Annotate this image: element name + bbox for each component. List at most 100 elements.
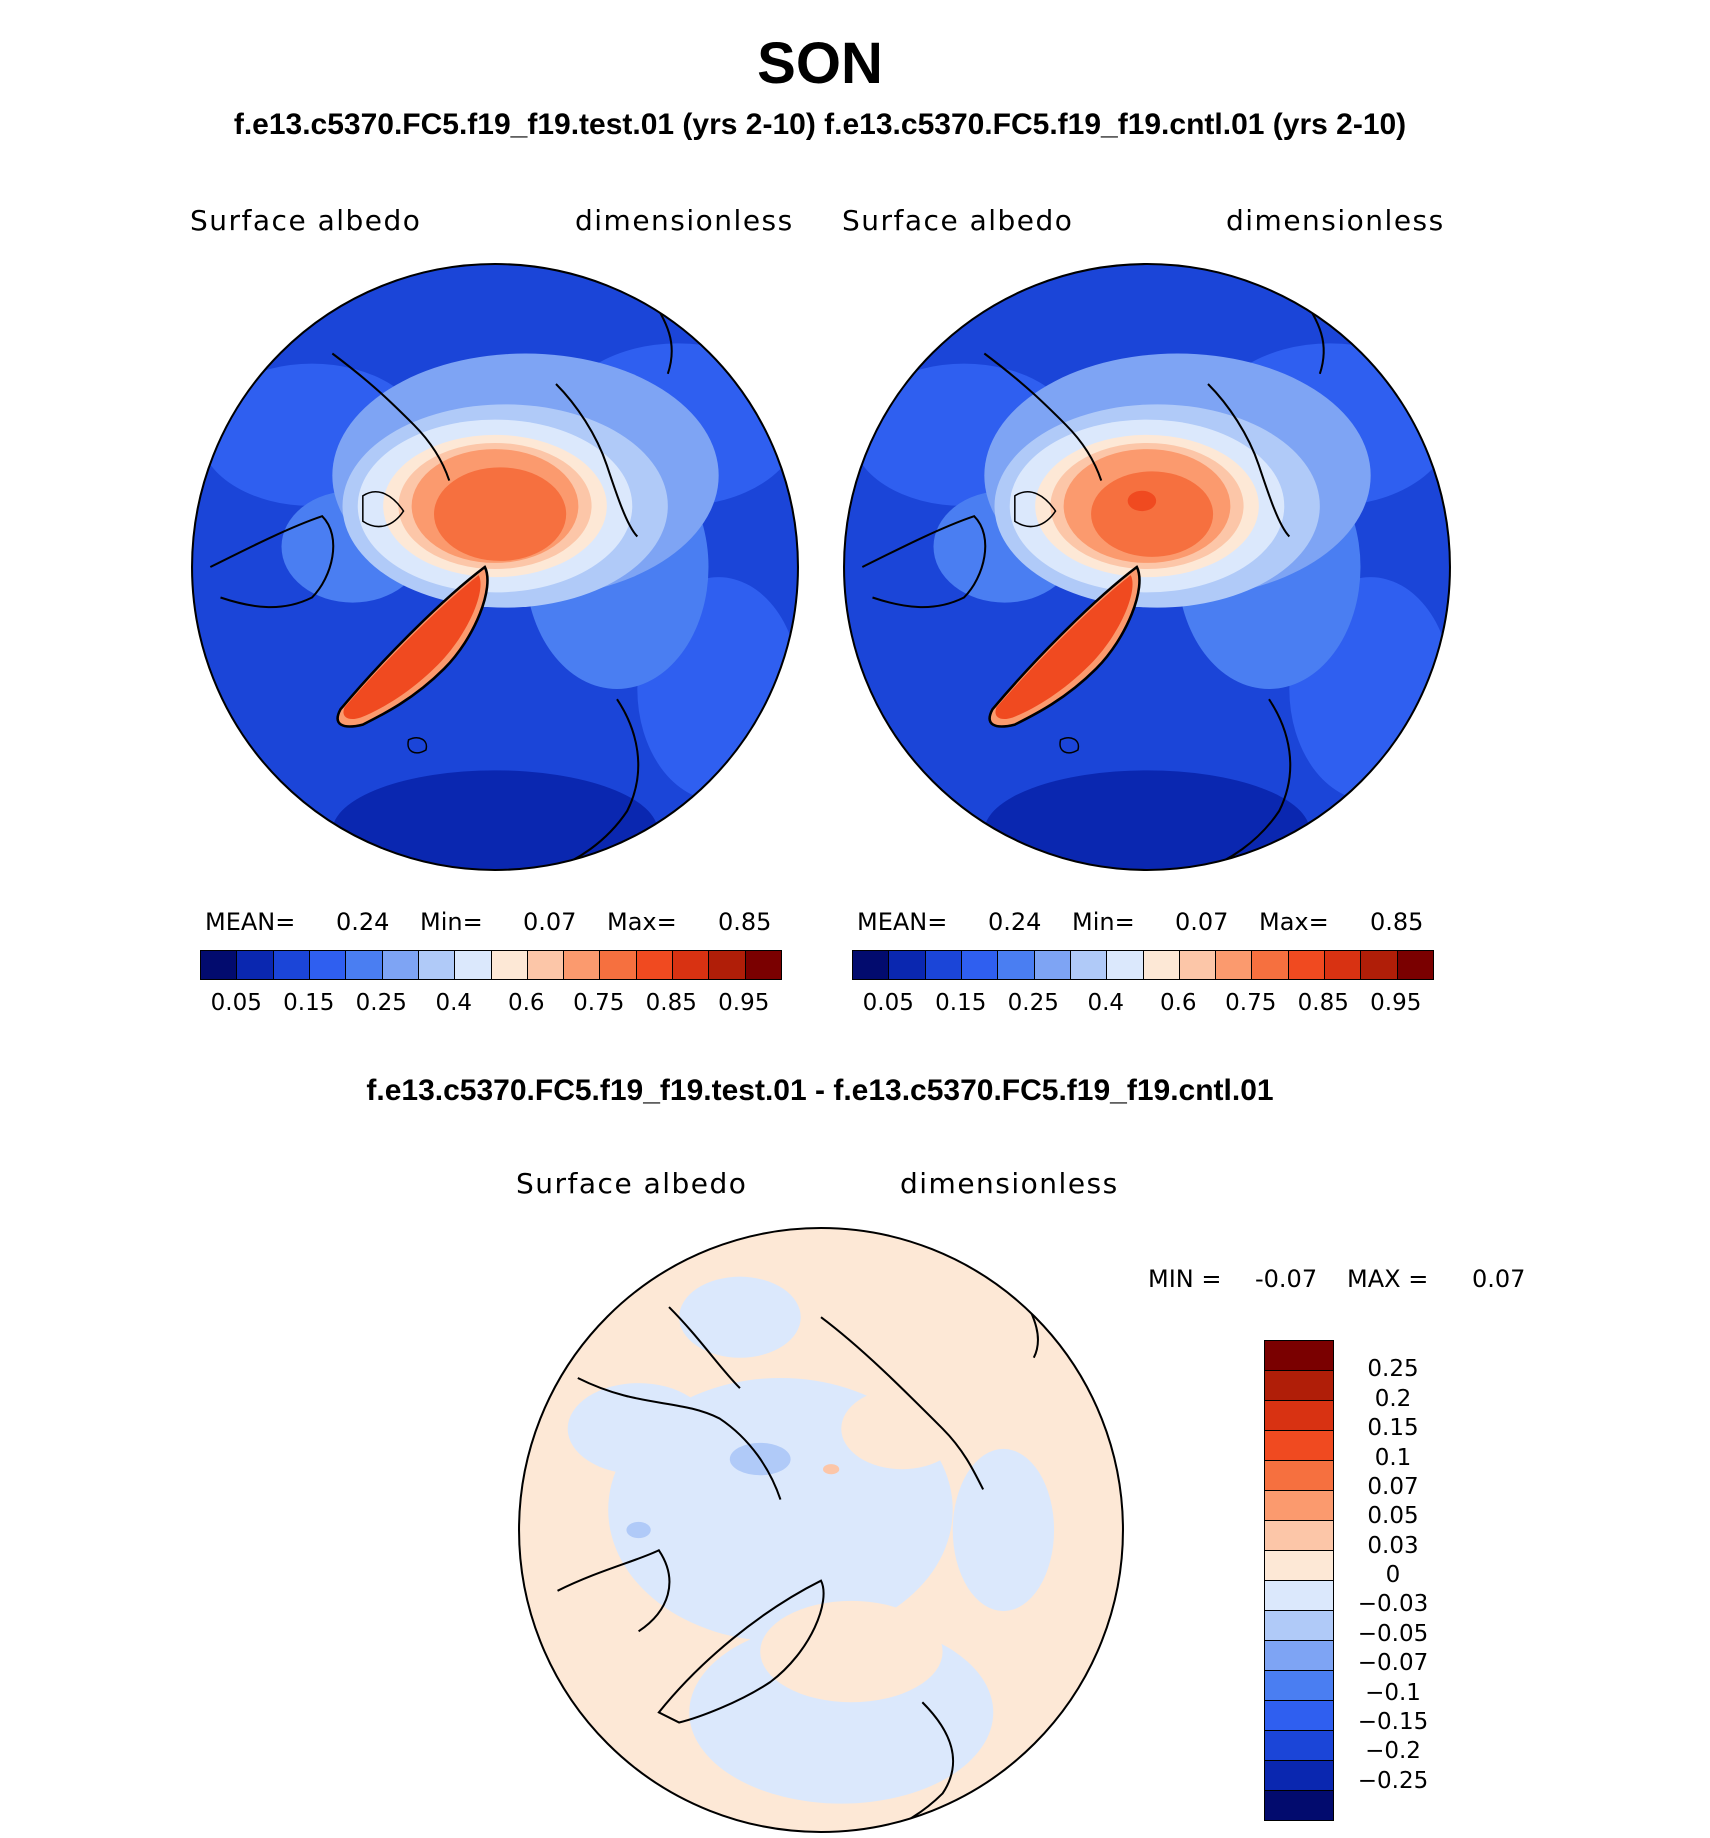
colorbar-difference-swatch <box>1265 1701 1333 1731</box>
colorbar-difference-labels: 0.25 0.2 0.15 0.1 0.07 0.05 0.03 0 −0.03 −0.05 −0.… <box>1338 1340 1448 1810</box>
panel-cntl-units: dimensionless <box>1226 204 1445 237</box>
colorbar-cntl-swatch <box>1179 951 1217 979</box>
cases-title: f.e13.c5370.FC5.f19_f19.test.01 (yrs 2-1… <box>233 108 1407 141</box>
colorbar-difference-swatch <box>1265 1521 1333 1551</box>
colorbar-difference-swatch <box>1265 1671 1333 1701</box>
colorbar-test-swatch <box>491 951 528 979</box>
season-title: SON <box>757 31 883 96</box>
colorbar-cntl-swatch <box>925 951 962 979</box>
polar-map-cntl <box>843 263 1451 871</box>
panel-cntl-max-label: Max= <box>1259 908 1329 936</box>
colorbar-test-tick-label: 0.25 <box>355 990 407 1016</box>
panel-test-units: dimensionless <box>575 204 794 237</box>
colorbar-difference-tick-label: 0.07 <box>1367 1473 1419 1500</box>
colorbar-difference-tick-label: −0.05 <box>1357 1620 1429 1647</box>
colorbar-test-swatch <box>382 951 419 979</box>
colorbar-cntl-swatch <box>1288 951 1326 979</box>
panel-test-mean-label: MEAN= <box>205 908 296 936</box>
colorbar-cntl-tick-label: 0.15 <box>935 990 987 1016</box>
panel-cntl-mean-value: 0.24 <box>988 908 1042 936</box>
colorbar-test-swatch <box>636 951 674 979</box>
colorbar-difference-swatch <box>1265 1581 1333 1611</box>
colorbar-test-swatch <box>527 951 565 979</box>
diff-min-label: MIN = <box>1148 1265 1222 1293</box>
colorbar-difference-tick-label: 0.15 <box>1367 1415 1419 1442</box>
panel-cntl-min-label: Min= <box>1072 908 1135 936</box>
colorbar-cntl-tick-label: 0.4 <box>1087 990 1125 1016</box>
colorbar-cntl-swatch <box>1107 951 1144 979</box>
colorbar-test-swatch <box>564 951 601 979</box>
colorbar-difference-tick-label: 0.2 <box>1374 1385 1412 1412</box>
colorbar-test-swatch <box>600 951 637 979</box>
colorbar-test-tick-label: 0.75 <box>573 990 625 1016</box>
colorbar-test-tick-label: 0.85 <box>645 990 697 1016</box>
colorbar-difference-swatch <box>1265 1731 1333 1761</box>
colorbar-test-labels: 0.05 0.15 0.25 0.4 0.6 0.75 0.85 0.95 <box>200 990 780 1020</box>
colorbar-test-tick-label: 0.4 <box>435 990 473 1016</box>
colorbar-cntl-swatch <box>1397 951 1433 979</box>
colorbar-test-swatch <box>418 951 456 979</box>
diff-min-value: -0.07 <box>1255 1265 1318 1293</box>
panel-cntl-max-value: 0.85 <box>1370 908 1424 936</box>
diff-max-label: MAX = <box>1347 1265 1429 1293</box>
polar-map-difference <box>518 1227 1124 1833</box>
panel-test-max-value: 0.85 <box>718 908 772 936</box>
colorbar-test-swatch <box>237 951 274 979</box>
panel-cntl-min-value: 0.07 <box>1175 908 1229 936</box>
panel-cntl-variable: Surface albedo <box>842 204 1074 237</box>
colorbar-test-swatch <box>455 951 492 979</box>
panel-test-mean-value: 0.24 <box>336 908 390 936</box>
colorbar-cntl-tick-label: 0.6 <box>1159 990 1197 1016</box>
colorbar-cntl-tick-label: 0.25 <box>1007 990 1059 1016</box>
colorbar-cntl-tick-label: 0.95 <box>1370 990 1422 1016</box>
colorbar-difference-swatch <box>1265 1551 1333 1581</box>
colorbar-difference-tick-label: 0.25 <box>1367 1356 1419 1383</box>
colorbar-cntl <box>852 950 1434 980</box>
colorbar-cntl-swatch <box>889 951 926 979</box>
colorbar-test-swatch <box>745 951 781 979</box>
colorbar-cntl-swatch <box>961 951 999 979</box>
colorbar-test-swatch <box>273 951 310 979</box>
colorbar-difference-swatch <box>1265 1431 1333 1461</box>
colorbar-difference-tick-label: −0.03 <box>1357 1591 1429 1618</box>
colorbar-cntl-swatch <box>1252 951 1289 979</box>
colorbar-difference-swatch <box>1265 1641 1333 1671</box>
colorbar-test <box>200 950 782 980</box>
colorbar-difference <box>1264 1340 1334 1821</box>
diff-units: dimensionless <box>900 1167 1119 1200</box>
colorbar-difference-swatch <box>1265 1791 1333 1820</box>
colorbar-test-tick-label: 0.15 <box>283 990 335 1016</box>
colorbar-cntl-tick-label: 0.85 <box>1297 990 1349 1016</box>
panel-test-max-label: Max= <box>607 908 677 936</box>
colorbar-cntl-swatch <box>1070 951 1108 979</box>
panel-test-variable: Surface albedo <box>190 204 422 237</box>
colorbar-difference-swatch <box>1265 1611 1333 1641</box>
colorbar-cntl-swatch <box>1143 951 1180 979</box>
colorbar-difference-swatch <box>1265 1341 1333 1371</box>
colorbar-difference-tick-label: 0.03 <box>1367 1532 1419 1559</box>
colorbar-difference-swatch <box>1265 1491 1333 1521</box>
difference-title: f.e13.c5370.FC5.f19_f19.test.01 - f.e13.… <box>366 1074 1274 1107</box>
colorbar-difference-swatch <box>1265 1401 1333 1431</box>
colorbar-difference-swatch <box>1265 1461 1333 1491</box>
colorbar-cntl-labels: 0.05 0.15 0.25 0.4 0.6 0.75 0.85 0.95 <box>852 990 1432 1020</box>
colorbar-difference-tick-label: 0.05 <box>1367 1503 1419 1530</box>
colorbar-test-tick-label: 0.6 <box>507 990 545 1016</box>
panel-test-min-label: Min= <box>420 908 483 936</box>
colorbar-cntl-swatch <box>1325 951 1362 979</box>
colorbar-difference-tick-label: 0.1 <box>1374 1444 1412 1471</box>
colorbar-difference-swatch <box>1265 1761 1333 1791</box>
colorbar-cntl-swatch <box>1034 951 1071 979</box>
colorbar-test-swatch <box>673 951 710 979</box>
colorbar-cntl-swatch <box>1361 951 1398 979</box>
panel-cntl-mean-label: MEAN= <box>857 908 948 936</box>
colorbar-difference-tick-label: 0 <box>1385 1562 1401 1588</box>
colorbar-difference-tick-label: −0.2 <box>1365 1738 1421 1765</box>
colorbar-test-tick-label: 0.95 <box>718 990 770 1016</box>
diff-variable: Surface albedo <box>516 1167 748 1200</box>
colorbar-difference-swatch <box>1265 1371 1333 1401</box>
colorbar-difference-tick-label: −0.25 <box>1357 1767 1429 1794</box>
colorbar-difference-tick-label: −0.15 <box>1357 1708 1429 1735</box>
colorbar-test-swatch <box>309 951 347 979</box>
colorbar-difference-tick-label: −0.07 <box>1357 1650 1429 1677</box>
